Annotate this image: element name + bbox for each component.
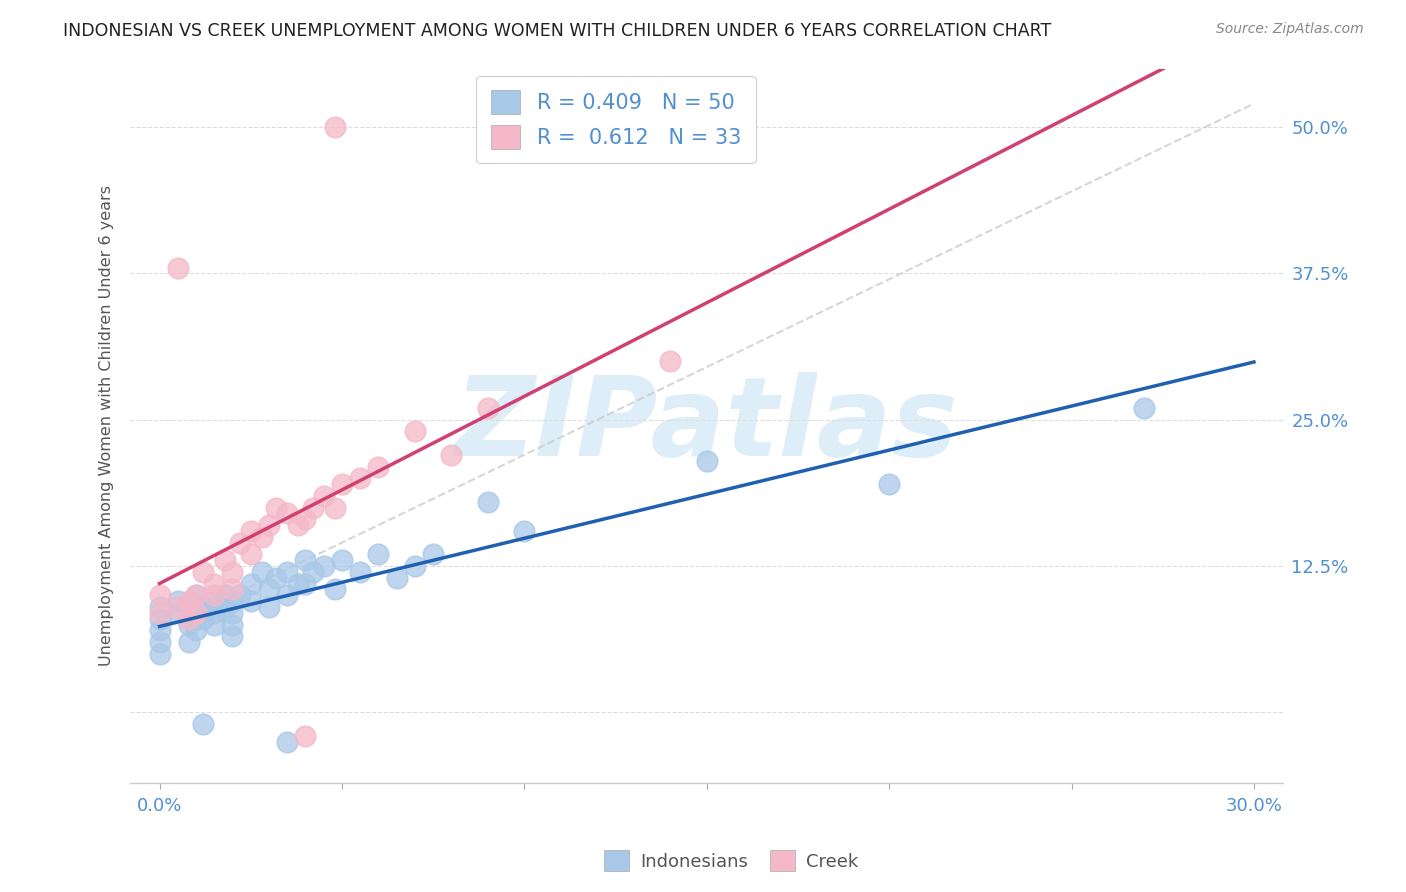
Point (276, 565, 298, 579)
Point (221, 629, 243, 643)
Point (294, 576, 316, 591)
Point (214, 600, 236, 615)
Point (148, 612, 170, 626)
Point (229, 535, 252, 549)
Text: Source: ZipAtlas.com: Source: ZipAtlas.com (1216, 22, 1364, 37)
Point (177, 635, 200, 649)
Point (229, 588, 252, 602)
Text: ZIPatlas: ZIPatlas (456, 372, 959, 479)
Point (330, 553, 353, 567)
Point (214, 588, 236, 602)
Point (877, 477, 900, 491)
Point (184, 606, 207, 620)
Point (513, 524, 536, 538)
Point (202, 594, 225, 608)
Point (404, 425, 426, 439)
Y-axis label: Unemployment Among Women with Children Under 6 years: Unemployment Among Women with Children U… (100, 186, 114, 666)
Point (257, 518, 280, 533)
Point (202, 606, 225, 620)
Point (349, 471, 371, 485)
Point (193, 717, 215, 731)
Legend: R = 0.409   N = 50, R =  0.612   N = 33: R = 0.409 N = 50, R = 0.612 N = 33 (477, 76, 755, 163)
Point (177, 617, 200, 632)
Point (184, 600, 207, 615)
Point (177, 612, 200, 626)
Point (264, 571, 287, 585)
Point (239, 576, 262, 591)
Point (276, 588, 298, 602)
Point (193, 600, 215, 615)
Point (696, 453, 718, 467)
Point (202, 617, 225, 632)
Point (202, 576, 225, 591)
Point (148, 635, 170, 649)
Point (166, 600, 188, 615)
Point (477, 401, 499, 415)
Text: INDONESIAN VS CREEK UNEMPLOYMENT AMONG WOMEN WITH CHILDREN UNDER 6 YEARS CORRELA: INDONESIAN VS CREEK UNEMPLOYMENT AMONG W… (63, 22, 1052, 40)
Point (1133, 401, 1156, 415)
Point (239, 594, 262, 608)
Point (148, 647, 170, 661)
Point (239, 547, 262, 561)
Point (184, 624, 207, 638)
Point (148, 624, 170, 638)
Point (349, 565, 371, 579)
Point (193, 565, 215, 579)
Point (166, 260, 188, 275)
Point (301, 500, 323, 515)
Point (202, 588, 225, 602)
Point (440, 448, 463, 462)
Point (477, 494, 499, 508)
Point (367, 459, 389, 474)
Point (330, 477, 353, 491)
Point (177, 594, 200, 608)
Point (404, 559, 426, 574)
Point (294, 512, 316, 526)
Point (250, 530, 273, 544)
Point (221, 582, 243, 597)
Point (250, 565, 273, 579)
Point (221, 617, 243, 632)
Point (239, 524, 262, 538)
Point (367, 547, 389, 561)
Point (184, 588, 207, 602)
Point (294, 553, 316, 567)
Point (323, 500, 346, 515)
Point (214, 553, 236, 567)
Point (287, 576, 309, 591)
Point (659, 354, 682, 368)
Point (294, 729, 316, 743)
Legend: Indonesians, Creek: Indonesians, Creek (598, 843, 865, 879)
Point (301, 565, 323, 579)
Point (148, 600, 170, 615)
Point (148, 606, 170, 620)
Point (257, 600, 280, 615)
Point (257, 582, 280, 597)
Point (221, 594, 243, 608)
Point (264, 500, 287, 515)
Point (276, 734, 298, 748)
Point (312, 489, 335, 503)
Point (193, 612, 215, 626)
Point (323, 120, 346, 134)
Point (148, 588, 170, 602)
Point (323, 582, 346, 597)
Point (184, 612, 207, 626)
Point (166, 594, 188, 608)
Point (221, 606, 243, 620)
Point (221, 565, 243, 579)
Point (166, 606, 188, 620)
Point (276, 507, 298, 521)
Point (287, 518, 309, 533)
Point (385, 571, 408, 585)
Point (312, 559, 335, 574)
Point (422, 547, 444, 561)
Point (184, 588, 207, 602)
